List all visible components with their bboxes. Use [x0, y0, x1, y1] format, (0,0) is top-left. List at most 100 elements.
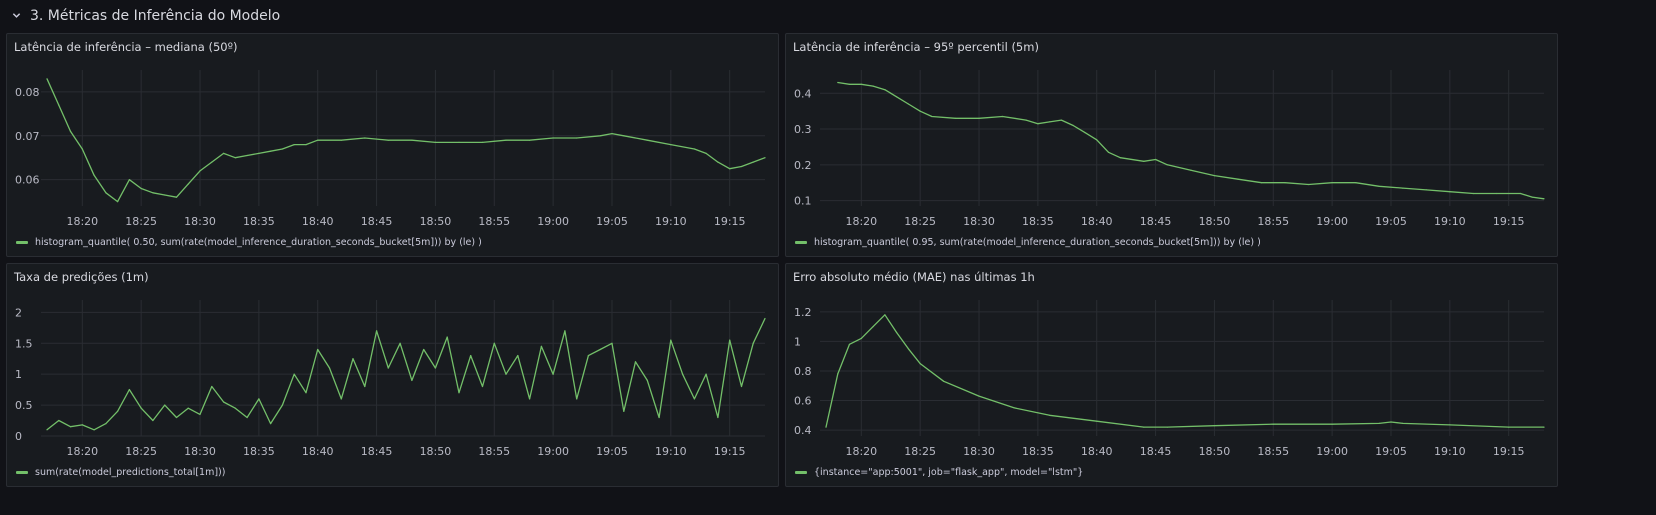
data-point — [1166, 164, 1168, 166]
y-tick-label: 0.2 — [794, 159, 812, 172]
data-point — [1308, 183, 1310, 186]
chevron-down-icon[interactable] — [12, 10, 30, 23]
data-point — [1449, 191, 1451, 193]
y-tick-label: 0.08 — [15, 86, 40, 99]
data-point — [128, 389, 130, 391]
data-point — [317, 348, 319, 351]
data-point — [305, 392, 307, 394]
legend-swatch — [795, 241, 807, 244]
data-point — [1049, 121, 1051, 123]
x-tick-label: 18:25 — [125, 445, 157, 458]
data-point — [1155, 158, 1157, 161]
x-tick-label: 18:50 — [1199, 445, 1231, 458]
data-point — [1119, 157, 1121, 159]
data-point — [1060, 119, 1062, 121]
legend-item[interactable]: sum(rate(model_predictions_total[1m])) — [16, 467, 225, 478]
data-point — [258, 398, 260, 400]
data-point — [896, 331, 898, 334]
data-point — [729, 168, 731, 170]
data-point — [1272, 423, 1274, 425]
x-tick-label: 18:55 — [478, 445, 510, 458]
data-point — [1049, 414, 1051, 416]
data-point — [1072, 124, 1074, 127]
x-tick-label: 18:25 — [904, 215, 936, 228]
data-point — [646, 379, 648, 381]
data-point — [907, 103, 909, 105]
data-point — [1213, 175, 1215, 177]
data-point — [293, 144, 295, 146]
data-point — [69, 130, 72, 132]
data-point — [1013, 407, 1015, 409]
y-tick-label: 1 — [794, 335, 801, 348]
panel-prediction-rate[interactable]: Taxa de predições (1m) 0 0.5 1 1.5 2 18:20 18:… — [6, 263, 779, 487]
data-point — [164, 404, 166, 406]
data-point — [552, 373, 554, 375]
data-point — [1449, 424, 1451, 426]
data-point — [611, 342, 613, 344]
x-tick-label: 18:45 — [361, 215, 393, 228]
x-tick-label: 18:40 — [1081, 215, 1113, 228]
data-point — [446, 336, 448, 338]
data-point — [717, 161, 719, 163]
data-point — [623, 410, 625, 412]
data-point — [978, 117, 980, 119]
data-point — [317, 139, 319, 141]
data-point — [529, 139, 531, 141]
x-tick-label: 18:25 — [904, 445, 936, 458]
data-point — [1378, 185, 1380, 187]
x-tick-label: 18:30 — [184, 215, 216, 228]
panel-latency-median[interactable]: Latência de inferência – mediana (50º) 0… — [6, 33, 779, 257]
data-point — [1096, 420, 1098, 422]
data-point — [105, 192, 107, 194]
row-header[interactable]: 3. Métricas de Inferência do Modelo — [0, 0, 1656, 32]
data-point — [872, 326, 874, 328]
data-point — [199, 170, 201, 172]
data-point — [623, 135, 625, 137]
data-point — [481, 141, 484, 143]
data-point — [705, 152, 707, 154]
data-point — [517, 355, 519, 357]
y-tick-label: 0.4 — [794, 424, 812, 437]
data-point — [376, 330, 378, 332]
x-tick-label: 18:25 — [125, 215, 157, 228]
data-point — [187, 183, 189, 185]
data-point — [1531, 196, 1533, 198]
panel-latency-p95[interactable]: Latência de inferência – 95º percentil (… — [785, 33, 1558, 257]
data-point — [1107, 151, 1110, 153]
data-point — [825, 426, 827, 428]
panel-mae[interactable]: Erro absoluto médio (MAE) nas últimas 1h… — [785, 263, 1558, 487]
data-point — [387, 367, 389, 369]
data-point — [1260, 182, 1263, 184]
data-point — [211, 161, 213, 163]
legend-item[interactable]: {instance="app:5001", job="flask_app", m… — [795, 467, 1083, 478]
data-point — [837, 81, 839, 84]
data-point — [764, 157, 766, 159]
x-tick-label: 19:10 — [655, 215, 687, 228]
x-tick-label: 18:50 — [420, 445, 452, 458]
data-point — [658, 416, 660, 419]
data-point — [1508, 426, 1510, 428]
y-tick-label: 0.5 — [15, 399, 33, 412]
data-point — [69, 426, 72, 428]
data-point — [1143, 160, 1145, 162]
data-point — [364, 137, 366, 139]
data-point — [246, 416, 248, 419]
data-point — [1402, 422, 1404, 424]
y-tick-label: 0.07 — [15, 130, 40, 143]
legend-item[interactable]: histogram_quantile( 0.50, sum(rate(model… — [16, 237, 482, 248]
data-point — [234, 157, 236, 159]
data-point — [258, 152, 260, 154]
data-point — [211, 385, 213, 388]
panel-title: Latência de inferência – mediana (50º) — [14, 40, 238, 54]
legend-swatch — [16, 471, 28, 474]
data-point — [599, 135, 601, 137]
data-point — [1378, 422, 1380, 424]
chart-mae: 0.4 0.6 0.8 1 1.2 18:20 18:25 18:30 18:35 18:40 18… — [794, 300, 1545, 458]
data-point — [1402, 187, 1404, 189]
legend-label: sum(rate(model_predictions_total[1m])) — [35, 467, 226, 478]
data-point — [1002, 115, 1004, 118]
data-point — [848, 83, 851, 85]
x-tick-label: 18:45 — [1140, 445, 1172, 458]
data-point — [919, 110, 921, 112]
legend-item[interactable]: histogram_quantile( 0.95, sum(rate(model… — [795, 237, 1261, 248]
